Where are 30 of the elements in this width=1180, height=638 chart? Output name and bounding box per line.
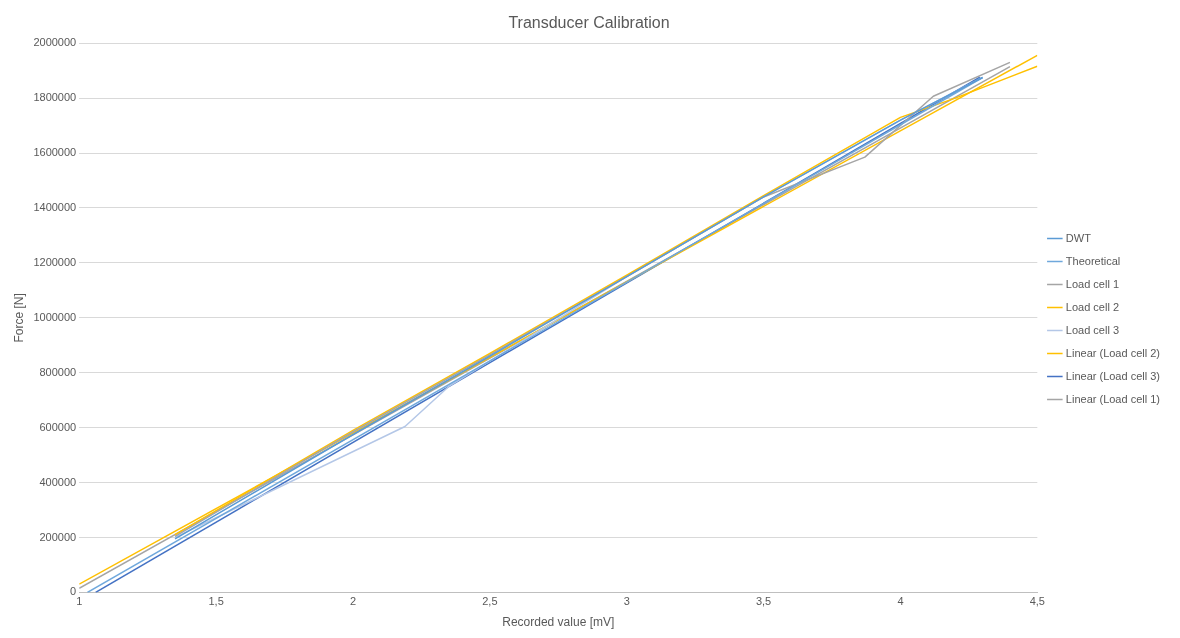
y-tick-label: 1600000 [33, 146, 77, 159]
x-axis-title: Recorded value [mV] [502, 615, 615, 630]
x-tick-label: 2,5 [482, 595, 498, 608]
x-tick-label: 3,5 [755, 595, 772, 608]
legend-label: Load cell 2 [1065, 300, 1120, 313]
y-tick-label: 0 [70, 585, 77, 598]
legend-label: Load cell 1 [1065, 277, 1120, 290]
y-tick-label: 1400000 [33, 200, 77, 213]
legend-label: Load cell 3 [1065, 323, 1120, 336]
x-tick-label: 2 [349, 595, 357, 608]
legend-label: Linear (Load cell 2) [1065, 346, 1161, 359]
y-tick-label: 600000 [39, 420, 77, 433]
legend-label: Linear (Load cell 1) [1065, 392, 1161, 405]
legend-label: Theoretical [1065, 254, 1121, 267]
y-tick-label: 1000000 [33, 310, 77, 323]
y-tick-label: 400000 [39, 475, 77, 488]
y-tick-label: 200000 [39, 530, 77, 543]
legend-label: DWT [1065, 231, 1092, 244]
chart-title: Transducer Calibration [508, 14, 670, 32]
y-tick-label: 1200000 [33, 255, 77, 268]
x-tick-label: 4 [897, 595, 904, 608]
y-tick-label: 1800000 [33, 91, 77, 104]
x-tick-label: 1 [76, 595, 83, 608]
x-tick-label: 1,5 [208, 595, 224, 608]
y-tick-label: 800000 [39, 365, 77, 378]
y-axis-title: Force [N] [11, 293, 26, 343]
x-tick-label: 3 [623, 595, 630, 608]
y-tick-label: 2000000 [33, 36, 77, 49]
legend-label: Linear (Load cell 3) [1065, 369, 1161, 382]
x-tick-label: 4,5 [1029, 595, 1045, 608]
